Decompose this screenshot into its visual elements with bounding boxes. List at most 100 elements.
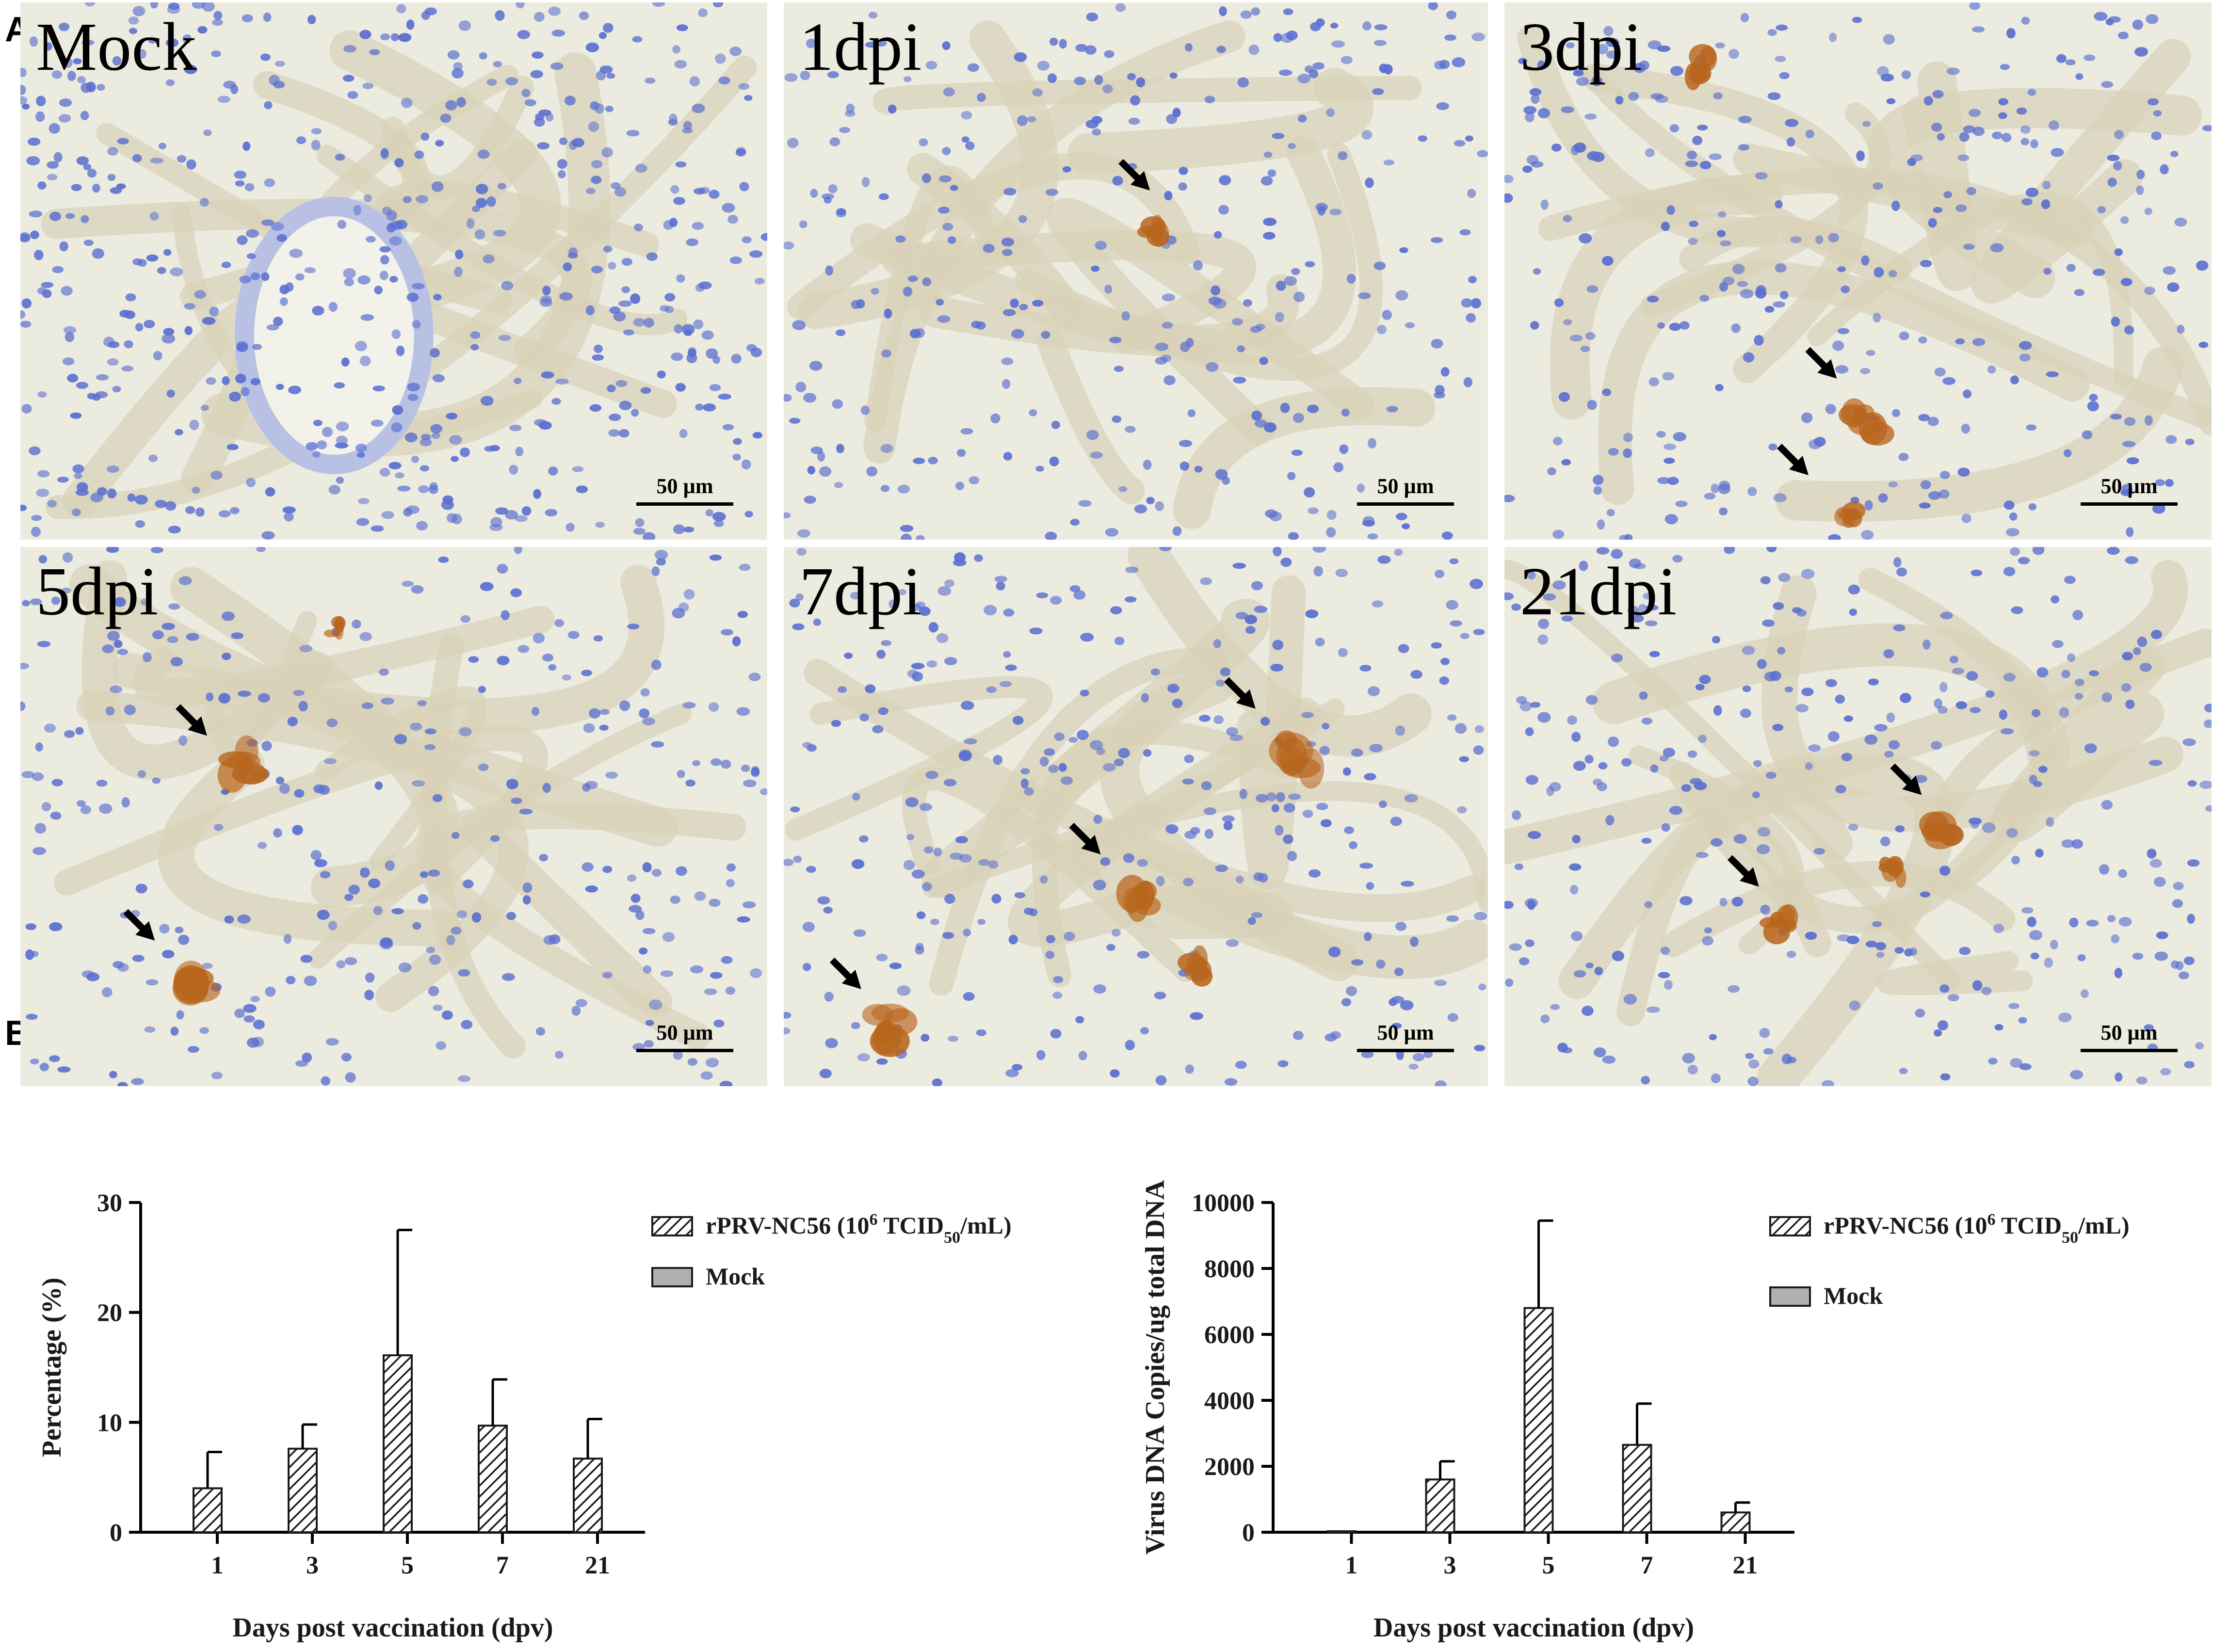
nucleus [1232,562,1246,569]
nucleus [2061,670,2070,678]
nucleus [363,194,372,202]
nucleus [1100,857,1111,866]
nucleus [175,927,184,933]
nucleus [1271,804,1279,813]
nucleus [683,121,692,130]
nucleus [316,440,327,449]
nucleus [2196,260,2209,271]
nucleus [1643,593,1653,600]
nucleus [2156,931,2168,939]
nucleus [231,632,244,640]
nucleus [712,512,726,522]
nucleus [950,852,963,860]
nucleus [2160,1068,2171,1075]
nucleus [63,326,77,334]
nucleus [1934,698,1942,709]
scale-bar: 50 µm [636,474,733,506]
nucleus [2114,248,2123,256]
nucleus [288,385,301,394]
nucleus [2174,217,2187,227]
nucleus [1024,787,1034,796]
nucleus [1220,667,1231,676]
nucleus [1203,807,1217,815]
nucleus [1105,528,1118,537]
nucleus [348,884,360,895]
nucleus [2202,125,2212,131]
nucleus [1892,409,1901,417]
nucleus [1849,1000,1860,1011]
nucleus [1141,693,1149,703]
nucleus [737,610,748,618]
nucleus [62,357,75,366]
nucleus [1058,763,1067,772]
nucleus [693,319,704,330]
nucleus [1273,33,1282,42]
nucleus [27,137,41,146]
nucleus [1993,924,2004,933]
nucleus [1440,658,1450,665]
nucleus [1046,935,1055,944]
nucleus [632,36,643,43]
nucleus [1029,409,1037,417]
scale-bar-label: 50 µm [2100,1021,2158,1044]
nucleus [37,391,47,398]
nucleus [390,33,400,41]
nucleus [1835,694,1845,704]
micrograph-label: 1dpi [799,8,922,85]
tissue-septum [1616,810,1831,1026]
nucleus [1222,476,1230,485]
nucleus [2025,188,2039,197]
nucleus [471,912,482,923]
nucleus [326,718,338,727]
nucleus [407,394,419,401]
nucleus [1593,486,1602,495]
nucleus [984,605,997,616]
x-tick-label: 3 [306,1552,319,1579]
nucleus [1048,765,1059,773]
nucleus [651,659,662,670]
nucleus [738,83,750,90]
nucleus [480,582,494,591]
nucleus [478,763,489,771]
nucleus [760,233,767,241]
nucleus [1050,595,1062,605]
nucleus [1920,259,1932,268]
nucleus [907,275,918,282]
nucleus [296,136,307,144]
nucleus [672,45,680,54]
nucleus [2120,216,2129,225]
nucleus [1757,659,1767,669]
nucleus [2148,98,2159,106]
nucleus [1049,456,1059,466]
nucleus [1704,927,1712,934]
nucleus [795,593,804,601]
nucleus [1795,704,1809,713]
nucleus [1696,851,1709,858]
nucleus [402,581,414,587]
nucleus [506,912,517,920]
nucleus [1372,600,1384,608]
nucleus [1226,727,1238,736]
nucleus [298,701,308,712]
nucleus [1763,1048,1774,1055]
nucleus [1722,276,1735,285]
nucleus [20,67,27,78]
nucleus [1713,705,1722,716]
nucleus [253,1019,265,1029]
nucleus [618,300,632,307]
micrograph-label: 5dpi [36,553,159,629]
nucleus [57,1066,71,1073]
nucleus [514,377,522,385]
nucleus [1972,26,1985,33]
nucleus [960,701,974,710]
nucleus [1754,335,1764,346]
nucleus [1780,290,1789,300]
nucleus [2029,750,2040,756]
nucleus [1288,143,1296,149]
nucleus [971,321,982,329]
nucleus [2118,917,2132,927]
nucleus [1474,912,1487,921]
nucleus [1573,970,1586,978]
nucleus [1052,992,1063,999]
nucleus [739,563,751,571]
